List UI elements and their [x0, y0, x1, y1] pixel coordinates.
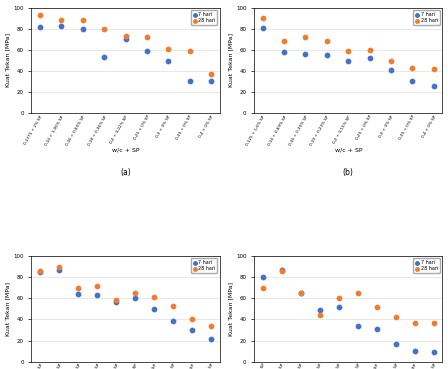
Y-axis label: Kuat Tekan [MPa]: Kuat Tekan [MPa] — [228, 282, 233, 336]
7 hari — [79, 26, 86, 32]
7 hari — [366, 55, 373, 61]
28 hari — [151, 294, 158, 300]
Legend: 7 hari, 28 hari: 7 hari, 28 hari — [191, 258, 217, 273]
Y-axis label: Kuat Tekan [MPa]: Kuat Tekan [MPa] — [228, 33, 233, 87]
7 hari — [297, 290, 304, 296]
7 hari — [302, 51, 309, 57]
7 hari — [373, 326, 380, 332]
28 hari — [165, 46, 172, 52]
28 hari — [58, 17, 65, 23]
7 hari — [36, 24, 43, 30]
7 hari — [36, 269, 43, 275]
28 hari — [259, 285, 266, 291]
28 hari — [56, 263, 63, 269]
7 hari — [430, 349, 437, 355]
Text: (a): (a) — [120, 168, 131, 177]
7 hari — [316, 307, 323, 313]
28 hari — [189, 317, 196, 323]
28 hari — [297, 290, 304, 296]
Legend: 7 hari, 28 hari: 7 hari, 28 hari — [414, 10, 440, 25]
7 hari — [208, 337, 215, 342]
28 hari — [74, 285, 82, 291]
7 hari — [165, 58, 172, 64]
28 hari — [79, 17, 86, 23]
28 hari — [259, 15, 266, 21]
7 hari — [345, 58, 352, 64]
28 hari — [316, 312, 323, 318]
28 hari — [323, 38, 331, 44]
28 hari — [411, 320, 418, 325]
28 hari — [112, 297, 120, 303]
Legend: 7 hari, 28 hari: 7 hari, 28 hari — [414, 258, 440, 273]
7 hari — [259, 25, 266, 31]
7 hari — [280, 49, 288, 55]
Text: (b): (b) — [343, 168, 354, 177]
28 hari — [409, 65, 416, 71]
28 hari — [94, 283, 101, 289]
7 hari — [143, 48, 151, 54]
7 hari — [101, 54, 108, 60]
28 hari — [170, 303, 177, 308]
28 hari — [280, 38, 288, 44]
7 hari — [151, 306, 158, 312]
Y-axis label: Kuat Tekan [MPa]: Kuat Tekan [MPa] — [5, 33, 11, 87]
7 hari — [335, 304, 342, 310]
28 hari — [186, 48, 194, 54]
28 hari — [373, 304, 380, 310]
28 hari — [101, 26, 108, 32]
28 hari — [278, 268, 285, 274]
7 hari — [122, 36, 129, 42]
7 hari — [170, 318, 177, 324]
7 hari — [409, 79, 416, 85]
7 hari — [58, 23, 65, 28]
28 hari — [36, 12, 43, 18]
7 hari — [74, 291, 82, 297]
28 hari — [122, 33, 129, 39]
7 hari — [259, 274, 266, 280]
X-axis label: w/c + SP: w/c + SP — [335, 148, 362, 153]
7 hari — [411, 348, 418, 354]
Legend: 7 hari, 28 hari: 7 hari, 28 hari — [191, 10, 217, 25]
7 hari — [392, 341, 400, 346]
28 hari — [302, 34, 309, 40]
7 hari — [388, 67, 395, 73]
7 hari — [278, 267, 285, 273]
7 hari — [208, 79, 215, 85]
28 hari — [36, 268, 43, 274]
28 hari — [335, 295, 342, 301]
28 hari — [430, 66, 437, 72]
7 hari — [189, 327, 196, 333]
28 hari — [430, 320, 437, 325]
28 hari — [392, 314, 400, 320]
7 hari — [94, 292, 101, 298]
28 hari — [354, 290, 362, 296]
28 hari — [345, 48, 352, 54]
Y-axis label: Kuat Tekan [MPa]: Kuat Tekan [MPa] — [5, 282, 11, 336]
7 hari — [56, 267, 63, 273]
28 hari — [208, 323, 215, 329]
7 hari — [354, 323, 362, 329]
7 hari — [430, 83, 437, 89]
28 hari — [132, 290, 139, 296]
28 hari — [208, 71, 215, 77]
28 hari — [366, 47, 373, 53]
28 hari — [388, 58, 395, 64]
X-axis label: w/c + SP: w/c + SP — [112, 148, 139, 153]
7 hari — [186, 79, 194, 85]
7 hari — [132, 295, 139, 301]
28 hari — [143, 34, 151, 40]
7 hari — [323, 52, 331, 58]
7 hari — [112, 300, 120, 306]
